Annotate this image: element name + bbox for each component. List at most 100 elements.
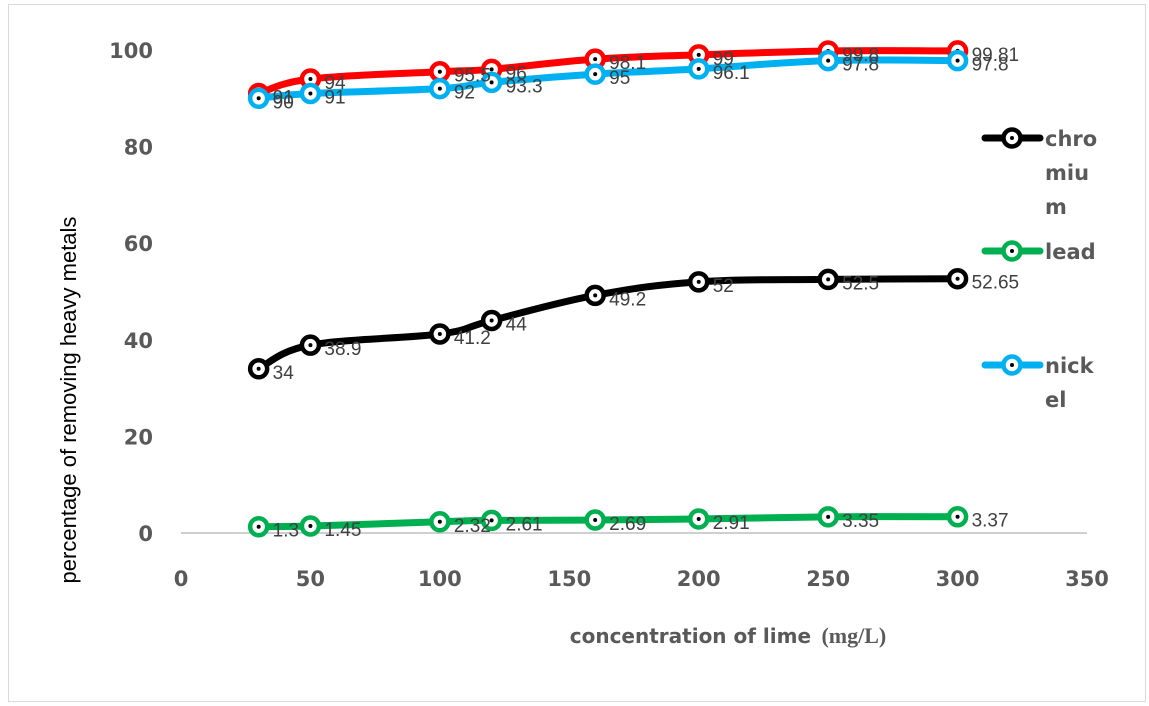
data-label: 2.91 bbox=[713, 513, 750, 534]
data-point-center bbox=[308, 76, 313, 81]
data-label: 52.65 bbox=[972, 273, 1020, 294]
x-tick-label: 0 bbox=[174, 567, 189, 591]
legend-label: m bbox=[1045, 195, 1067, 219]
series-chromium bbox=[247, 267, 969, 380]
data-point-center bbox=[308, 343, 313, 348]
x-tick-labels: 0 50 100 150 200 250 300 350 bbox=[174, 567, 1109, 591]
data-point-center bbox=[593, 57, 598, 62]
legend-swatch-center bbox=[1010, 136, 1014, 140]
legend: nick el chro miu m lead bbox=[981, 127, 1097, 412]
series-lead bbox=[247, 505, 969, 538]
data-label: 52.5 bbox=[842, 273, 879, 294]
x-tick-label: 200 bbox=[677, 567, 721, 591]
x-axis-title-unit: (mg/L) bbox=[821, 623, 886, 648]
data-point-center bbox=[489, 67, 494, 72]
data-point-center bbox=[826, 58, 831, 63]
data-point-center bbox=[696, 66, 701, 71]
data-label: 3.37 bbox=[972, 511, 1009, 532]
data-point-center bbox=[256, 96, 261, 101]
data-point-center bbox=[489, 318, 494, 323]
y-axis-title: percentage of removing heavy metals bbox=[56, 217, 81, 584]
data-label: 3.35 bbox=[842, 511, 879, 532]
data-point-center bbox=[308, 91, 313, 96]
data-label: 41.2 bbox=[454, 328, 491, 349]
data-label: 2.32 bbox=[454, 516, 491, 537]
y-tick-label: 20 bbox=[124, 425, 153, 449]
series-nickel bbox=[247, 49, 969, 110]
data-label: 1.3 bbox=[273, 521, 299, 542]
data-label: 95 bbox=[609, 68, 630, 89]
data-label: 91 bbox=[273, 87, 294, 108]
data-point-center bbox=[489, 80, 494, 85]
data-label: 96 bbox=[506, 63, 527, 84]
data-label: 1.45 bbox=[324, 520, 361, 541]
data-label: 97.8 bbox=[972, 55, 1009, 76]
x-axis-title-text: concentration of lime bbox=[570, 624, 811, 648]
data-label: 44 bbox=[506, 314, 528, 335]
legend-swatch-center bbox=[1010, 363, 1014, 367]
legend-label: lead bbox=[1045, 240, 1096, 264]
data-point-center bbox=[696, 279, 701, 284]
data-point-center bbox=[489, 518, 494, 523]
series-layer bbox=[247, 40, 969, 538]
y-tick-label: 0 bbox=[138, 522, 153, 546]
x-tick-label: 300 bbox=[936, 567, 980, 591]
legend-swatch-center bbox=[1010, 249, 1014, 253]
data-label: 52 bbox=[713, 276, 734, 297]
data-label: 94 bbox=[324, 73, 346, 94]
data-label: 99.8 bbox=[842, 45, 879, 66]
data-label: 90 bbox=[273, 92, 294, 113]
legend-entry-lead: lead bbox=[981, 240, 1096, 264]
data-label: 38.9 bbox=[324, 339, 361, 360]
data-label: 34 bbox=[273, 363, 295, 384]
data-point-center bbox=[696, 52, 701, 57]
data-label: 92 bbox=[454, 83, 475, 104]
data-point-center bbox=[437, 86, 442, 91]
legend-entry-chromium: chro miu m bbox=[981, 127, 1097, 219]
data-label: 49.2 bbox=[609, 289, 646, 310]
data-point-center bbox=[955, 514, 960, 519]
legend-label: nick bbox=[1045, 354, 1095, 378]
x-tick-label: 150 bbox=[547, 567, 591, 591]
x-axis-title: concentration of lime (mg/L) bbox=[570, 623, 887, 648]
legend-label: miu bbox=[1045, 161, 1089, 185]
data-point-center bbox=[593, 293, 598, 298]
legend-label: el bbox=[1045, 388, 1066, 412]
data-point-center bbox=[437, 519, 442, 524]
chart-frame bbox=[8, 4, 1146, 702]
data-point-center bbox=[826, 277, 831, 282]
x-tick-label: 250 bbox=[806, 567, 850, 591]
data-label: 99 bbox=[713, 49, 734, 70]
data-label: 99.81 bbox=[972, 45, 1020, 66]
x-tick-label: 100 bbox=[418, 567, 462, 591]
data-label: 2.61 bbox=[506, 514, 543, 535]
legend-label: chro bbox=[1045, 127, 1097, 151]
data-label: 2.69 bbox=[609, 514, 646, 535]
x-tick-label: 50 bbox=[296, 567, 325, 591]
y-tick-labels: 0 20 40 60 80 100 bbox=[109, 39, 153, 546]
data-point-center bbox=[437, 332, 442, 337]
data-point-center bbox=[308, 523, 313, 528]
x-tick-label: 350 bbox=[1065, 567, 1109, 591]
data-point-center bbox=[437, 69, 442, 74]
y-tick-label: 80 bbox=[124, 136, 153, 160]
data-point-center bbox=[593, 72, 598, 77]
y-tick-label: 100 bbox=[109, 39, 153, 63]
data-label: 96.1 bbox=[713, 63, 750, 84]
data-point-center bbox=[256, 524, 261, 529]
data-label: 98.1 bbox=[609, 53, 646, 74]
data-label: 95.5 bbox=[454, 66, 491, 87]
data-point-center bbox=[696, 516, 701, 521]
data-point-center bbox=[955, 58, 960, 63]
legend-entry-nickel: nick el bbox=[981, 354, 1095, 412]
y-tick-label: 60 bbox=[124, 232, 153, 256]
data-point-center bbox=[593, 518, 598, 523]
data-label: 97.8 bbox=[842, 55, 879, 76]
y-tick-label: 40 bbox=[124, 329, 153, 353]
data-point-center bbox=[826, 514, 831, 519]
data-label: 93.3 bbox=[506, 76, 543, 97]
data-point-center bbox=[256, 366, 261, 371]
data-label: 91 bbox=[324, 87, 345, 108]
